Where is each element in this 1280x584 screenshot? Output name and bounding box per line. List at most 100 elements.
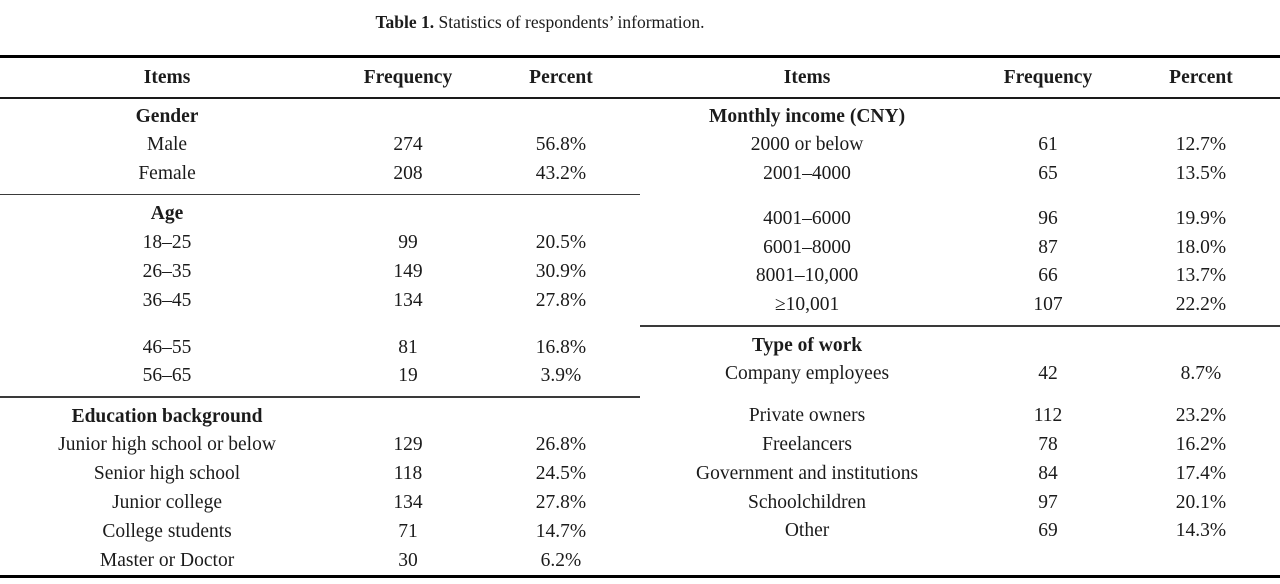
table-row: 26–35 149 30.9% bbox=[0, 258, 640, 287]
item-cell: 36–45 bbox=[142, 289, 192, 311]
table-row: Master or Doctor 30 6.2% bbox=[0, 547, 640, 576]
item-cell: 56–65 bbox=[142, 365, 192, 387]
item-cell: Female bbox=[138, 163, 196, 185]
frequency-cell: 274 bbox=[393, 134, 423, 156]
table-right-half: Monthly income (CNY) 2000 or below 61 12… bbox=[640, 99, 1280, 547]
item-cell: ≥10,001 bbox=[774, 294, 840, 316]
table-row: 56–65 19 3.9% bbox=[0, 362, 640, 391]
percent-cell: 18.0% bbox=[1175, 236, 1227, 258]
frequency-cell: 78 bbox=[1038, 433, 1058, 455]
item-cell: 2000 or below bbox=[750, 134, 864, 156]
table-row: 2000 or below 61 12.7% bbox=[640, 131, 1280, 160]
frequency-cell: 81 bbox=[398, 336, 418, 358]
percent-cell: 20.5% bbox=[535, 232, 587, 254]
column-header-left: Items Frequency Percent bbox=[0, 67, 640, 89]
page-break-gap bbox=[640, 389, 1280, 402]
item-cell: 8001–10,000 bbox=[755, 265, 859, 287]
percent-cell: 6.2% bbox=[540, 549, 582, 571]
item-cell: Private owners bbox=[748, 405, 866, 427]
table-row: Junior high school or below 129 26.8% bbox=[0, 431, 640, 460]
col-header-frequency: Frequency bbox=[1003, 66, 1093, 88]
header-rule bbox=[0, 97, 1280, 99]
section-header-gender: Gender bbox=[0, 103, 640, 132]
percent-cell: 13.7% bbox=[1175, 265, 1227, 287]
table-body: Gender Male 274 56.8% Female 208 43.2% A… bbox=[0, 99, 1280, 576]
percent-cell: 12.7% bbox=[1175, 134, 1227, 156]
frequency-cell: 134 bbox=[393, 492, 423, 514]
page-break-gap bbox=[0, 316, 640, 334]
frequency-cell: 112 bbox=[1033, 405, 1063, 427]
section-title: Age bbox=[150, 203, 184, 225]
percent-cell: 14.7% bbox=[535, 520, 587, 542]
item-cell: Freelancers bbox=[762, 433, 852, 455]
frequency-cell: 208 bbox=[393, 163, 423, 185]
item-cell: College students bbox=[102, 520, 232, 542]
item-cell: 18–25 bbox=[142, 232, 192, 254]
table-row: Freelancers 78 16.2% bbox=[640, 431, 1280, 460]
item-cell: Company employees bbox=[724, 363, 890, 385]
section-title: Monthly income (CNY) bbox=[709, 105, 906, 127]
frequency-cell: 19 bbox=[398, 365, 418, 387]
table-row: 18–25 99 20.5% bbox=[0, 229, 640, 258]
percent-cell: 13.5% bbox=[1175, 163, 1227, 185]
frequency-cell: 84 bbox=[1038, 462, 1058, 484]
table-row: Private owners 112 23.2% bbox=[640, 402, 1280, 431]
percent-cell: 56.8% bbox=[535, 134, 587, 156]
frequency-cell: 61 bbox=[1038, 134, 1058, 156]
column-header-right: Items Frequency Percent bbox=[640, 67, 1280, 89]
percent-cell: 16.2% bbox=[1175, 433, 1227, 455]
item-cell: 4001–6000 bbox=[763, 207, 851, 229]
section-header-age: Age bbox=[0, 200, 640, 229]
percent-cell: 20.1% bbox=[1175, 491, 1227, 513]
frequency-cell: 107 bbox=[1033, 294, 1063, 316]
table-row: 8001–10,000 66 13.7% bbox=[640, 262, 1280, 291]
table-caption: Table 1. Statistics of respondents’ info… bbox=[0, 0, 1080, 55]
frequency-cell: 65 bbox=[1038, 163, 1058, 185]
frequency-cell: 99 bbox=[398, 232, 418, 254]
section-title: Education background bbox=[71, 405, 263, 427]
item-cell: 2001–4000 bbox=[763, 163, 851, 185]
top-rule bbox=[0, 55, 1280, 58]
frequency-cell: 134 bbox=[393, 289, 423, 311]
percent-cell: 27.8% bbox=[535, 492, 587, 514]
section-header-monthly-income: Monthly income (CNY) bbox=[640, 103, 1280, 132]
col-header-items: Items bbox=[783, 66, 831, 88]
percent-cell: 19.9% bbox=[1175, 207, 1227, 229]
table-row: College students 71 14.7% bbox=[0, 518, 640, 547]
table-row: Senior high school 118 24.5% bbox=[0, 460, 640, 489]
column-header-row: Items Frequency Percent Items Frequency … bbox=[0, 58, 1280, 97]
percent-cell: 30.9% bbox=[535, 260, 587, 282]
col-header-items: Items bbox=[143, 66, 191, 88]
bottom-rule bbox=[0, 575, 1280, 579]
section-header-type-of-work: Type of work bbox=[640, 332, 1280, 361]
table-row: Junior college 134 27.8% bbox=[0, 489, 640, 518]
percent-cell: 24.5% bbox=[535, 463, 587, 485]
caption-label: Table 1. bbox=[375, 12, 435, 32]
table-row: Company employees 42 8.7% bbox=[640, 360, 1280, 389]
frequency-cell: 66 bbox=[1038, 265, 1058, 287]
percent-cell: 3.9% bbox=[540, 365, 582, 387]
section-header-education: Education background bbox=[0, 403, 640, 432]
col-header-percent: Percent bbox=[529, 66, 593, 88]
item-cell: Other bbox=[784, 520, 830, 542]
table-left-half: Gender Male 274 56.8% Female 208 43.2% A… bbox=[0, 99, 640, 576]
item-cell: Senior high school bbox=[93, 463, 241, 485]
frequency-cell: 71 bbox=[398, 520, 418, 542]
section-title: Gender bbox=[135, 105, 199, 127]
percent-cell: 23.2% bbox=[1175, 405, 1227, 427]
percent-cell: 26.8% bbox=[535, 434, 587, 456]
caption-text: Statistics of respondents’ information. bbox=[434, 12, 705, 32]
table-row: 4001–6000 96 19.9% bbox=[640, 205, 1280, 234]
section-divider bbox=[0, 396, 640, 398]
section-divider bbox=[640, 325, 1280, 327]
item-cell: Male bbox=[147, 134, 188, 156]
col-header-percent: Percent bbox=[1169, 66, 1233, 88]
section-title: Type of work bbox=[751, 334, 863, 356]
table-row: ≥10,001 107 22.2% bbox=[640, 291, 1280, 320]
frequency-cell: 69 bbox=[1038, 520, 1058, 542]
page-break-gap bbox=[640, 189, 1280, 205]
percent-cell: 14.3% bbox=[1175, 520, 1227, 542]
item-cell: Junior high school or below bbox=[58, 434, 276, 456]
frequency-cell: 87 bbox=[1038, 236, 1058, 258]
table-row: 36–45 134 27.8% bbox=[0, 287, 640, 316]
